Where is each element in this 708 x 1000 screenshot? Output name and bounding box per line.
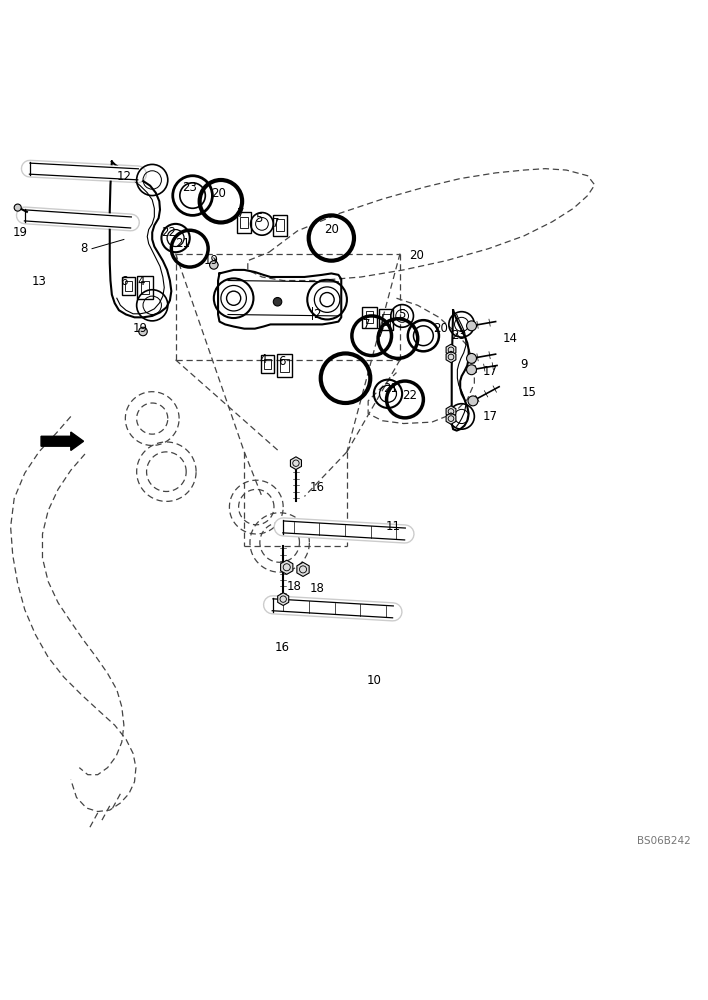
Text: 5: 5: [399, 308, 406, 321]
Circle shape: [468, 396, 478, 406]
Polygon shape: [280, 560, 293, 574]
Text: 22: 22: [401, 389, 417, 402]
Bar: [141, 281, 149, 294]
Text: 20: 20: [409, 249, 424, 262]
Bar: [264, 359, 271, 369]
Text: 22: 22: [161, 226, 176, 239]
Text: 17: 17: [482, 410, 498, 423]
Circle shape: [467, 365, 476, 375]
Bar: [125, 281, 132, 291]
Circle shape: [139, 327, 147, 336]
Text: 4: 4: [138, 275, 145, 288]
Circle shape: [467, 353, 476, 363]
Bar: [362, 307, 377, 328]
Text: 19: 19: [132, 322, 148, 335]
Polygon shape: [446, 351, 456, 363]
Circle shape: [210, 261, 218, 269]
Text: 4: 4: [260, 353, 267, 366]
Bar: [276, 219, 283, 231]
Text: 18: 18: [309, 582, 325, 595]
Text: 20: 20: [324, 223, 339, 236]
Text: 23: 23: [182, 181, 198, 194]
Bar: [240, 217, 248, 228]
Text: 19: 19: [12, 226, 28, 239]
Text: 7: 7: [377, 327, 384, 340]
Circle shape: [227, 291, 241, 305]
Text: 16: 16: [274, 641, 290, 654]
Text: 10: 10: [366, 674, 382, 687]
Text: 6: 6: [278, 355, 285, 368]
Bar: [366, 311, 374, 323]
Text: 15: 15: [522, 386, 537, 399]
Text: 14: 14: [502, 332, 518, 345]
Text: 7: 7: [363, 318, 370, 331]
Circle shape: [467, 321, 476, 331]
Bar: [277, 354, 292, 377]
Text: 9: 9: [520, 358, 527, 371]
Text: 18: 18: [286, 580, 302, 593]
Text: 20: 20: [210, 187, 226, 200]
Text: 6: 6: [120, 275, 127, 288]
Text: 7: 7: [237, 207, 244, 220]
Polygon shape: [278, 593, 289, 605]
Bar: [122, 277, 135, 295]
Polygon shape: [446, 406, 456, 417]
Text: 2: 2: [314, 308, 321, 321]
Bar: [280, 359, 289, 372]
Bar: [382, 314, 390, 325]
Bar: [273, 215, 287, 236]
Polygon shape: [290, 457, 302, 470]
Text: 17: 17: [482, 365, 498, 378]
Bar: [261, 355, 274, 373]
Text: 12: 12: [116, 170, 132, 183]
Text: BS06B242: BS06B242: [636, 836, 690, 846]
Text: 7: 7: [273, 217, 280, 230]
Text: 16: 16: [309, 481, 325, 494]
Polygon shape: [446, 413, 456, 424]
Bar: [137, 276, 153, 299]
Polygon shape: [446, 344, 456, 356]
Text: 11: 11: [385, 520, 401, 533]
Text: 13: 13: [31, 275, 47, 288]
Text: 19: 19: [203, 254, 219, 267]
Text: 8: 8: [80, 242, 87, 255]
Polygon shape: [41, 432, 84, 450]
Text: 23: 23: [451, 329, 467, 342]
Text: 20: 20: [433, 322, 448, 335]
Text: 21: 21: [175, 237, 190, 250]
Bar: [237, 212, 251, 233]
Circle shape: [273, 298, 282, 306]
Text: 5: 5: [255, 212, 262, 225]
Polygon shape: [297, 562, 309, 576]
Text: 21: 21: [383, 382, 399, 395]
Circle shape: [14, 204, 21, 211]
Circle shape: [320, 293, 334, 307]
Bar: [379, 309, 393, 330]
